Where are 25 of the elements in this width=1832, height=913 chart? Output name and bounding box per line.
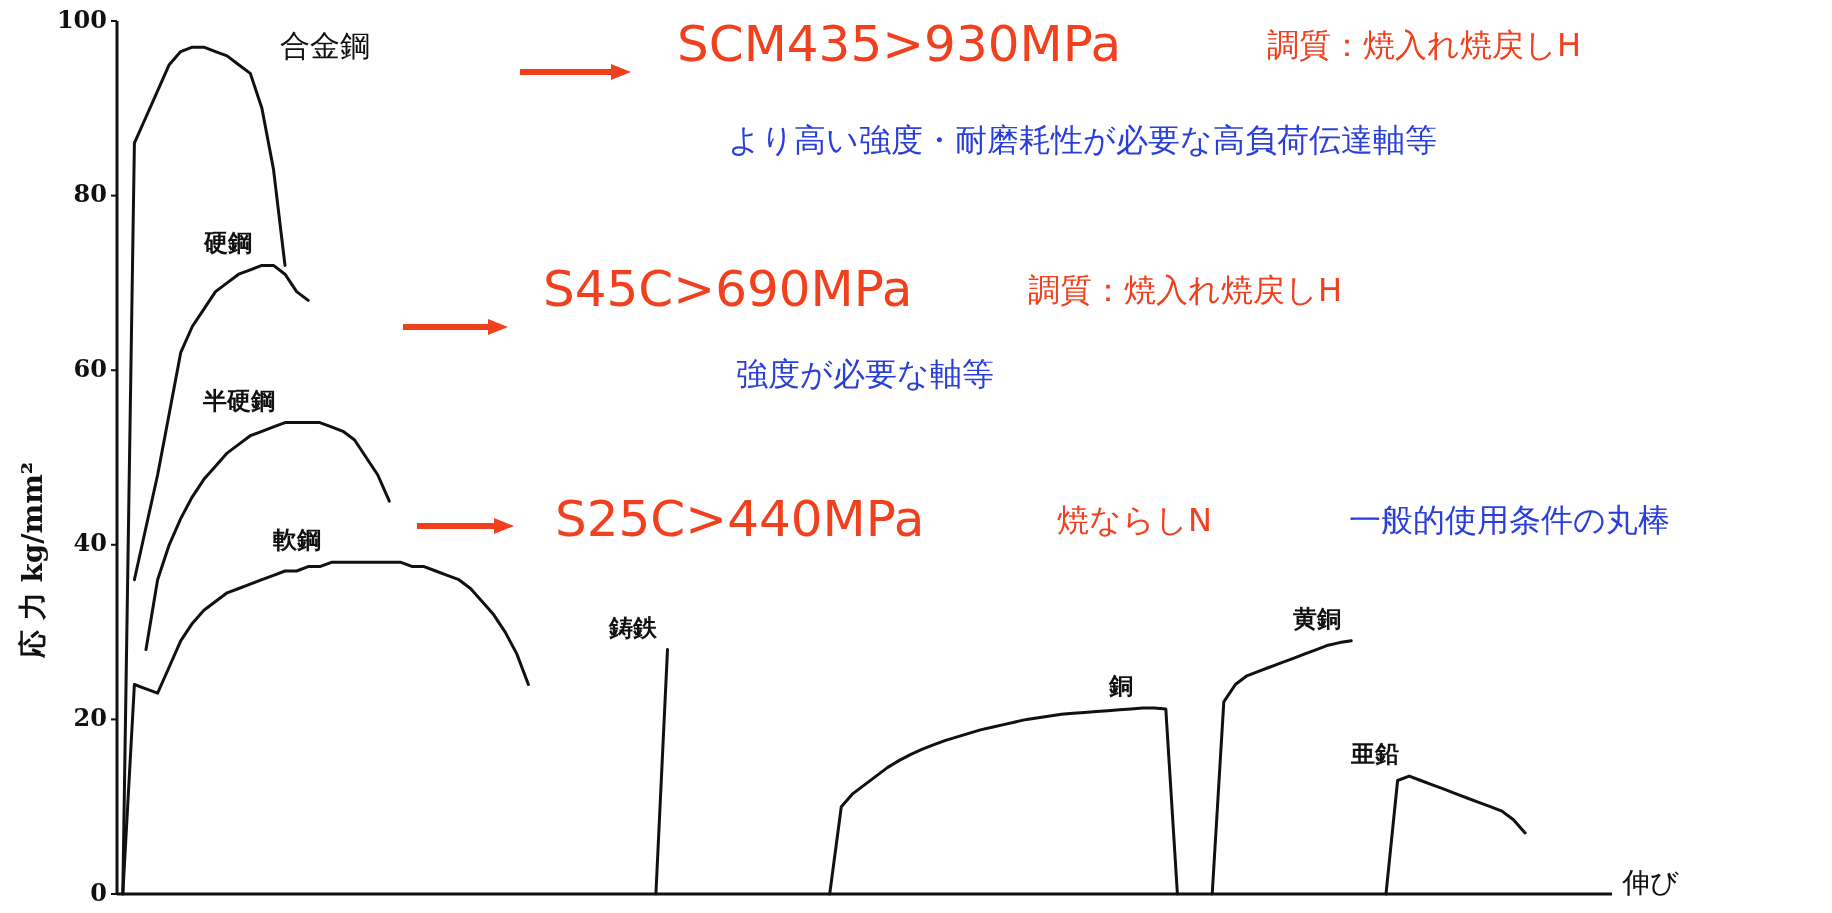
x-axis-title: 伸び	[1621, 866, 1679, 899]
annotation: SCM435>930MPa	[677, 14, 1122, 73]
series-label: 硬鋼	[202, 229, 252, 258]
series-label: 亜鉛	[1350, 740, 1400, 769]
series-label: 黄銅	[1292, 604, 1342, 633]
annotation: 焼ならしN	[1057, 501, 1212, 539]
series-label: 軟鋼	[273, 526, 322, 555]
y-tick-label: 20	[73, 702, 107, 732]
y-tick-label: 40	[73, 528, 107, 558]
y-tick-label: 80	[73, 179, 107, 209]
annotation: 一般的使用条件の丸棒	[1349, 501, 1670, 539]
series-label: 半硬鋼	[202, 386, 276, 415]
annotation: 合金鋼	[280, 27, 370, 63]
annotation: 調質：焼入れ焼戻しH	[1028, 271, 1343, 309]
annotation: 調質：焼入れ焼戻しH	[1267, 26, 1582, 64]
y-axis-title: 応 力 kg/mm²	[15, 461, 49, 660]
series-label: 銅	[1107, 672, 1133, 701]
y-tick-label: 60	[73, 353, 107, 383]
annotation: より高い強度・耐磨耗性が必要な高負荷伝達軸等	[728, 121, 1437, 159]
annotation: 強度が必要な軸等	[736, 355, 994, 393]
series-label: 鋳鉄	[608, 613, 659, 642]
y-tick-label: 100	[56, 4, 107, 34]
annotation: S25C>440MPa	[555, 489, 925, 548]
annotation: S45C>690MPa	[543, 259, 913, 318]
y-tick-label: 0	[90, 877, 107, 907]
